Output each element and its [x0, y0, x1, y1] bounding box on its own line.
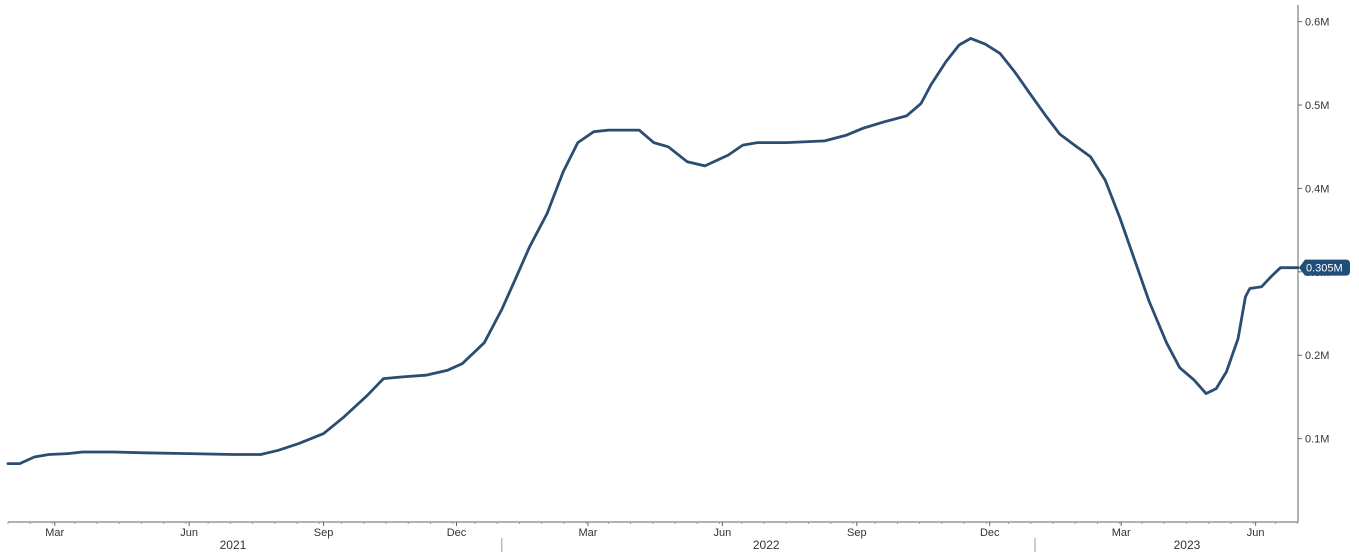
x-tick-label: Sep [314, 527, 334, 539]
x-tick-label: Mar [1112, 527, 1131, 539]
x-tick-label: Dec [980, 527, 1000, 539]
x-tick-label: Jun [1247, 527, 1265, 539]
y-tick-label: 0.4M [1305, 183, 1329, 195]
y-tick-label: 0.6M [1305, 17, 1329, 29]
x-year-label: 2022 [753, 538, 780, 552]
x-tick-label: Jun [714, 527, 732, 539]
last-value-marker: 0.305M [1299, 260, 1350, 276]
x-tick-label: Jun [180, 527, 198, 539]
x-tick-label: Mar [45, 527, 64, 539]
y-tick-label: 0.1M [1305, 434, 1329, 446]
y-tick-label: 0.5M [1305, 100, 1329, 112]
x-tick-label: Dec [447, 527, 467, 539]
series-line [8, 38, 1298, 463]
x-tick-label: Mar [579, 527, 598, 539]
series-group [8, 38, 1298, 463]
y-axis-ticks: 0.1M0.2M0.3M0.4M0.5M0.6M [1298, 17, 1329, 446]
x-year-label: 2023 [1174, 538, 1201, 552]
x-axis-ticks: Mar Jun Sep Dec Mar Jun Sep Dec Mar Jun 2021 2022 20… [8, 522, 1298, 552]
y-tick-label: 0.2M [1305, 350, 1329, 362]
last-value-label: 0.305M [1306, 263, 1343, 275]
x-year-label: 2021 [220, 538, 247, 552]
x-tick-label: Sep [847, 527, 867, 539]
